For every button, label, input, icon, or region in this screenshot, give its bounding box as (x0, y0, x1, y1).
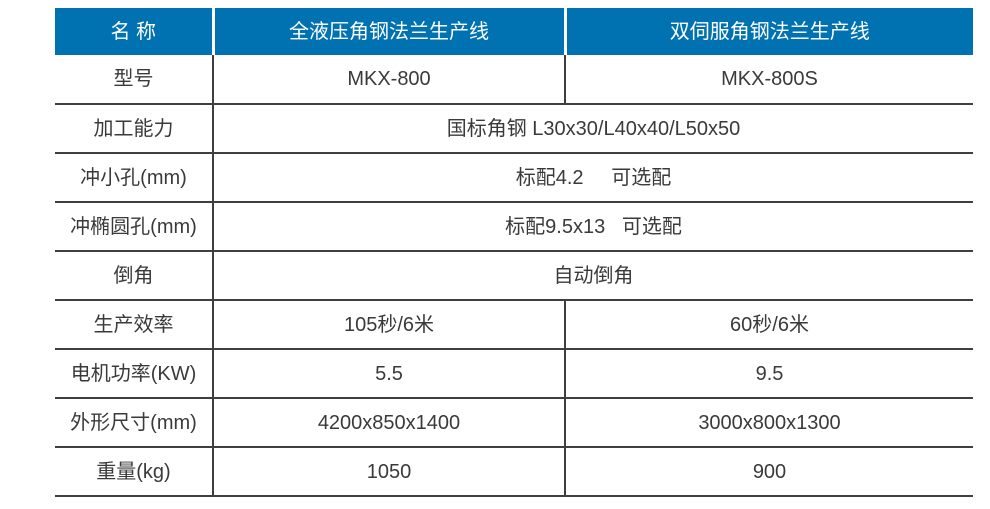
row-label: 型号 (55, 55, 214, 105)
row-value: 1050 (213, 447, 566, 497)
spec-table-container: 名 称 全液压角钢法兰生产线 双伺服角钢法兰生产线 型号 MKX-800 MKX… (55, 8, 973, 497)
row-label: 生产效率 (55, 300, 214, 350)
table-row-dimensions: 外形尺寸(mm) 4200x850x1400 3000x800x1300 (55, 398, 973, 448)
row-value: 5.5 (213, 349, 566, 399)
row-label: 冲小孔(mm) (55, 153, 214, 203)
row-value-merged: 标配9.5x13 可选配 (213, 202, 973, 252)
row-value: 4200x850x1400 (213, 398, 566, 448)
table-row-efficiency: 生产效率 105秒/6米 60秒/6米 (55, 300, 973, 350)
row-value: 3000x800x1300 (565, 398, 973, 448)
table-row-oval-hole: 冲椭圆孔(mm) 标配9.5x13 可选配 (55, 202, 973, 252)
header-col-hydraulic-line: 全液压角钢法兰生产线 (211, 8, 565, 55)
row-value: 105秒/6米 (213, 300, 566, 350)
row-label: 加工能力 (55, 104, 214, 154)
row-label: 电机功率(KW) (55, 349, 214, 399)
table-row-weight: 重量(kg) 1050 900 (55, 447, 973, 497)
row-value: 60秒/6米 (565, 300, 973, 350)
row-label: 重量(kg) (55, 447, 214, 497)
row-value: 9.5 (565, 349, 973, 399)
row-label: 冲椭圆孔(mm) (55, 202, 214, 252)
row-value: 900 (565, 447, 973, 497)
table-row-capacity: 加工能力 国标角钢 L30x30/L40x40/L50x50 (55, 104, 973, 154)
row-value-merged: 国标角钢 L30x30/L40x40/L50x50 (213, 104, 973, 154)
row-value: MKX-800 (213, 55, 566, 105)
header-col-servo-line: 双伺服角钢法兰生产线 (563, 8, 973, 55)
row-value-merged: 自动倒角 (213, 251, 973, 301)
header-name: 名 称 (55, 8, 213, 55)
row-label: 外形尺寸(mm) (55, 398, 214, 448)
row-value-merged: 标配4.2 可选配 (213, 153, 973, 203)
header-row: 名 称 全液压角钢法兰生产线 双伺服角钢法兰生产线 (55, 8, 973, 55)
table-row-small-hole: 冲小孔(mm) 标配4.2 可选配 (55, 153, 973, 203)
table-row-motor-power: 电机功率(KW) 5.5 9.5 (55, 349, 973, 399)
row-value: MKX-800S (565, 55, 973, 105)
row-label: 倒角 (55, 251, 214, 301)
spec-table: 名 称 全液压角钢法兰生产线 双伺服角钢法兰生产线 型号 MKX-800 MKX… (55, 8, 973, 497)
table-row-model: 型号 MKX-800 MKX-800S (55, 55, 973, 105)
table-row-chamfer: 倒角 自动倒角 (55, 251, 973, 301)
